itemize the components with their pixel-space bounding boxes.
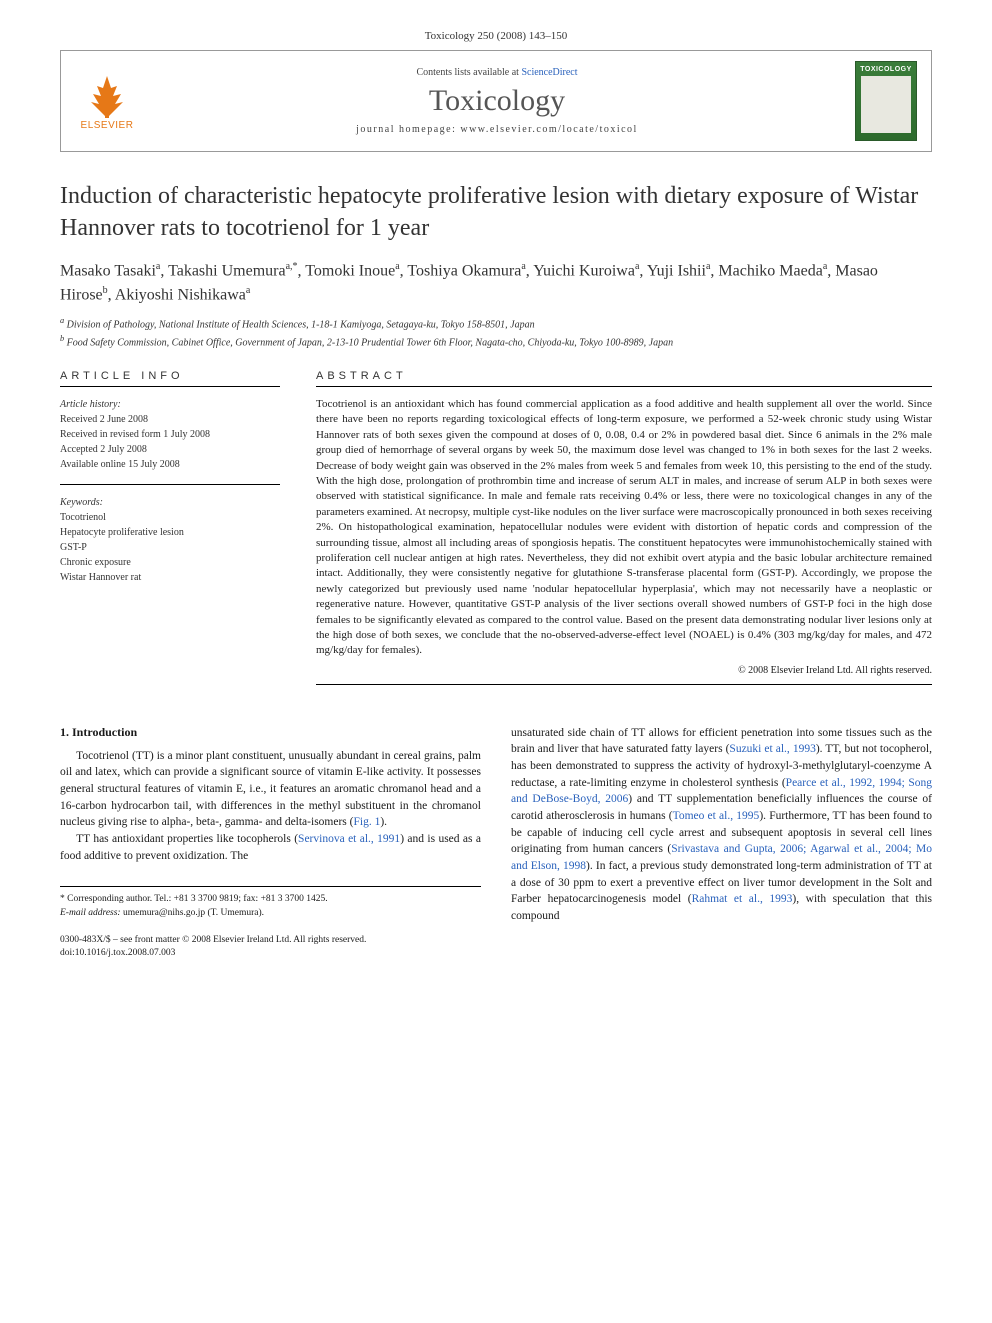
journal-header: ELSEVIER Contents lists available at Sci… [60,50,932,152]
journal-cover-thumbnail: TOXICOLOGY [855,61,917,141]
elsevier-label: ELSEVIER [81,120,134,131]
body-two-columns: 1. Introduction Tocotrienol (TT) is a mi… [60,725,932,961]
citation[interactable]: Tomeo et al., 1995 [673,810,760,822]
citation[interactable]: Servinova et al., 1991 [298,833,400,845]
header-center: Contents lists available at ScienceDirec… [153,67,841,135]
sciencedirect-link[interactable]: ScienceDirect [521,67,577,78]
keyword: Wistar Hannover rat [60,570,280,585]
affiliation-b: b Food Safety Commission, Cabinet Office… [60,333,932,350]
article-history: Article history: Received 2 June 2008 Re… [60,397,280,472]
history-line: Accepted 2 July 2008 [60,442,280,457]
info-abstract-row: ARTICLE INFO Article history: Received 2… [60,370,932,695]
article-title: Induction of characteristic hepatocyte p… [60,180,932,245]
homepage-url[interactable]: www.elsevier.com/locate/toxicol [460,124,637,135]
keywords-block: Keywords: Tocotrienol Hepatocyte prolife… [60,495,280,585]
issn-doi-block: 0300-483X/$ – see front matter © 2008 El… [60,934,481,961]
affiliation-a: a Division of Pathology, National Instit… [60,315,932,332]
intro-para-2: TT has antioxidant properties like tocop… [60,831,481,864]
corr-email-line: E-mail address: umemura@nihs.go.jp (T. U… [60,907,481,920]
elsevier-logo: ELSEVIER [75,65,139,137]
body-column-left: 1. Introduction Tocotrienol (TT) is a mi… [60,725,481,961]
fig-ref[interactable]: Fig. 1 [353,816,380,828]
citation[interactable]: Suzuki et al., 1993 [729,743,815,755]
history-line: Available online 15 July 2008 [60,457,280,472]
journal-name: Toxicology [153,84,841,118]
affiliations: a Division of Pathology, National Instit… [60,315,932,350]
history-line: Received 2 June 2008 [60,412,280,427]
corr-author-line: * Corresponding author. Tel.: +81 3 3700… [60,893,481,906]
abstract-label: ABSTRACT [316,370,932,382]
author-list: Masako Tasakia, Takashi Umemuraa,*, Tomo… [60,259,932,308]
article-info-label: ARTICLE INFO [60,370,280,382]
elsevier-tree-icon [83,72,131,120]
keyword: Hepatocyte proliferative lesion [60,525,280,540]
intro-heading: 1. Introduction [60,725,481,740]
citation[interactable]: Rahmat et al., 1993 [692,893,793,905]
intro-para-1: Tocotrienol (TT) is a minor plant consti… [60,748,481,831]
journal-homepage-line: journal homepage: www.elsevier.com/locat… [153,124,841,135]
article-info-column: ARTICLE INFO Article history: Received 2… [60,370,280,695]
keywords-label: Keywords: [60,495,280,510]
cover-title: TOXICOLOGY [860,66,912,73]
keyword: Tocotrienol [60,510,280,525]
keyword: GST-P [60,540,280,555]
homepage-prefix: journal homepage: [356,124,460,135]
abstract-copyright: © 2008 Elsevier Ireland Ltd. All rights … [316,665,932,676]
abstract-column: ABSTRACT Tocotrienol is an antioxidant w… [316,370,932,695]
history-label: Article history: [60,397,280,412]
abstract-text: Tocotrienol is an antioxidant which has … [316,397,932,659]
email-link[interactable]: umemura@nihs.go.jp [123,908,205,918]
doi-line: doi:10.1016/j.tox.2008.07.003 [60,947,481,960]
body-column-right: unsaturated side chain of TT allows for … [511,725,932,961]
contents-available-line: Contents lists available at ScienceDirec… [153,67,841,78]
corresponding-author-footer: * Corresponding author. Tel.: +81 3 3700… [60,886,481,920]
issn-line: 0300-483X/$ – see front matter © 2008 El… [60,934,481,947]
contents-prefix: Contents lists available at [416,67,521,78]
keyword: Chronic exposure [60,555,280,570]
history-line: Received in revised form 1 July 2008 [60,427,280,442]
intro-para-continued: unsaturated side chain of TT allows for … [511,725,932,925]
journal-reference: Toxicology 250 (2008) 143–150 [60,30,932,42]
